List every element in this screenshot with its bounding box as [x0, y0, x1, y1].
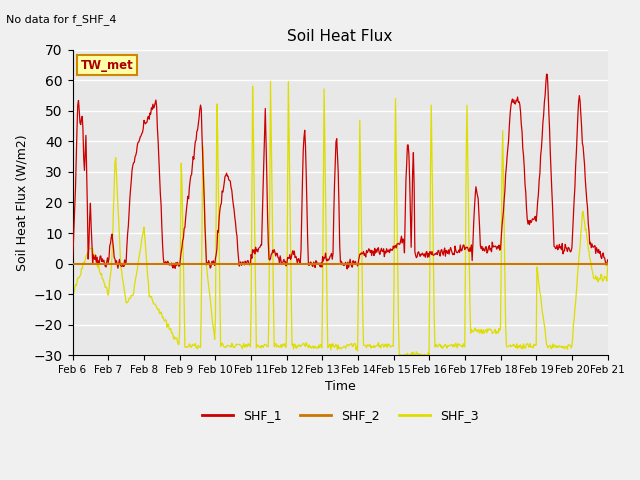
SHF_3: [406, 351, 414, 357]
SHF_2: [68, 261, 76, 266]
SHF_1: [216, 207, 224, 213]
SHF_3: [78, 266, 86, 272]
SHF_2: [604, 261, 611, 266]
SHF_1: [604, 257, 611, 263]
Legend: SHF_1, SHF_2, SHF_3: SHF_1, SHF_2, SHF_3: [196, 404, 484, 427]
SHF_1: [543, 71, 550, 77]
SHF_3: [188, 344, 195, 350]
SHF_1: [422, 254, 429, 260]
SHF_2: [188, 261, 195, 266]
Text: TW_met: TW_met: [81, 59, 133, 72]
Line: SHF_1: SHF_1: [72, 74, 607, 269]
SHF_2: [78, 261, 86, 266]
Line: SHF_3: SHF_3: [72, 82, 607, 355]
SHF_3: [422, 352, 430, 358]
X-axis label: Time: Time: [324, 381, 355, 394]
SHF_2: [405, 261, 413, 266]
SHF_1: [78, 113, 86, 119]
SHF_2: [133, 261, 141, 266]
SHF_2: [420, 261, 428, 266]
SHF_3: [216, 293, 224, 299]
SHF_3: [604, 262, 611, 268]
Y-axis label: Soil Heat Flux (W/m2): Soil Heat Flux (W/m2): [15, 134, 28, 271]
SHF_1: [343, 266, 351, 272]
Text: No data for f_SHF_4: No data for f_SHF_4: [6, 14, 117, 25]
SHF_1: [68, 256, 76, 262]
SHF_1: [133, 143, 141, 148]
SHF_1: [406, 177, 413, 183]
SHF_3: [68, 294, 76, 300]
SHF_3: [267, 79, 275, 84]
SHF_1: [188, 172, 195, 178]
SHF_3: [396, 352, 403, 358]
SHF_3: [133, 267, 141, 273]
SHF_2: [216, 261, 224, 266]
Title: Soil Heat Flux: Soil Heat Flux: [287, 29, 393, 44]
